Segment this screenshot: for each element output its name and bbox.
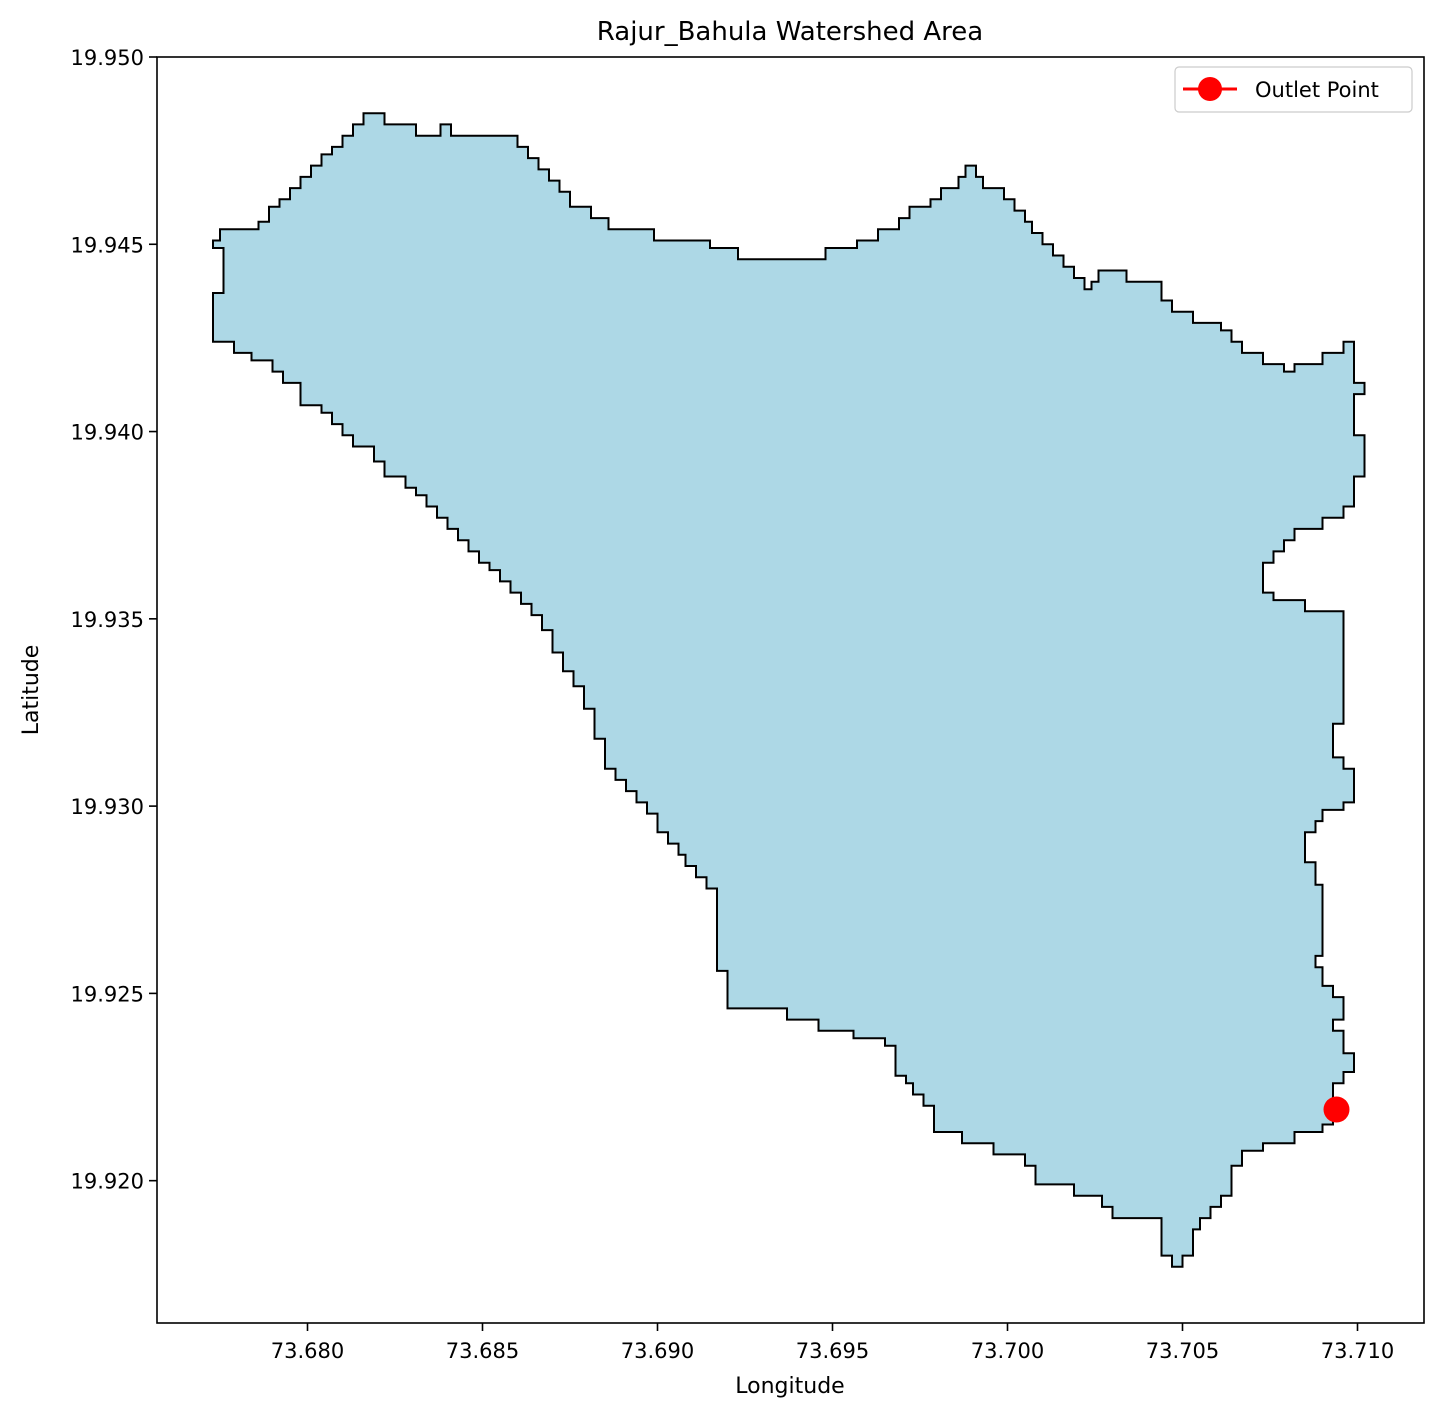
y-tick-label: 19.925	[71, 982, 144, 1006]
x-axis: 73.680 73.685 73.690 73.695 73.700 73.705 73.7…	[271, 1323, 1394, 1363]
x-axis-label: Longitude	[735, 1374, 844, 1399]
y-tick-label: 19.940	[71, 421, 144, 445]
y-axis-label: Latitude	[19, 645, 44, 736]
y-tick: 19.950	[71, 46, 157, 70]
y-tick: 19.920	[71, 1170, 157, 1194]
axes-frame	[156, 56, 1425, 1324]
y-tick: 19.935	[71, 608, 157, 632]
x-tick: 73.690	[621, 1323, 694, 1363]
y-tick-label: 19.945	[71, 233, 144, 257]
outlet-point-marker	[1323, 1096, 1350, 1123]
y-tick-label: 19.950	[71, 46, 144, 70]
x-tick: 73.710	[1321, 1323, 1394, 1363]
y-tick-label: 19.935	[71, 608, 144, 632]
legend: Outlet Point	[1174, 66, 1413, 113]
x-tick: 73.680	[271, 1323, 344, 1363]
x-tick: 73.695	[796, 1323, 869, 1363]
legend-label-outlet-point: Outlet Point	[1255, 78, 1379, 102]
legend-marker-swatch	[1198, 77, 1222, 101]
chart-title: Rajur_Bahula Watershed Area	[597, 17, 983, 47]
x-tick-label: 73.695	[796, 1339, 869, 1363]
x-tick: 73.685	[446, 1323, 519, 1363]
x-tick-label: 73.690	[621, 1339, 694, 1363]
y-tick: 19.930	[71, 795, 157, 819]
x-tick-label: 73.705	[1146, 1339, 1219, 1363]
x-tick-label: 73.700	[971, 1339, 1044, 1363]
legend-box	[1174, 66, 1413, 113]
x-tick-label: 73.710	[1321, 1339, 1394, 1363]
y-tick: 19.925	[71, 982, 157, 1006]
y-tick: 19.945	[71, 233, 157, 257]
x-tick-label: 73.680	[271, 1339, 344, 1363]
plot-area	[212, 112, 1366, 1268]
x-tick: 73.700	[971, 1323, 1044, 1363]
y-tick-label: 19.920	[71, 1170, 144, 1194]
x-tick-label: 73.685	[446, 1339, 519, 1363]
y-tick-label: 19.930	[71, 795, 144, 819]
y-tick: 19.940	[71, 421, 157, 445]
watershed-polygon	[212, 112, 1366, 1268]
x-tick: 73.705	[1146, 1323, 1219, 1363]
y-axis: 19.920 19.925 19.930 19.935 19.940 19.945 19.9…	[71, 46, 157, 1194]
